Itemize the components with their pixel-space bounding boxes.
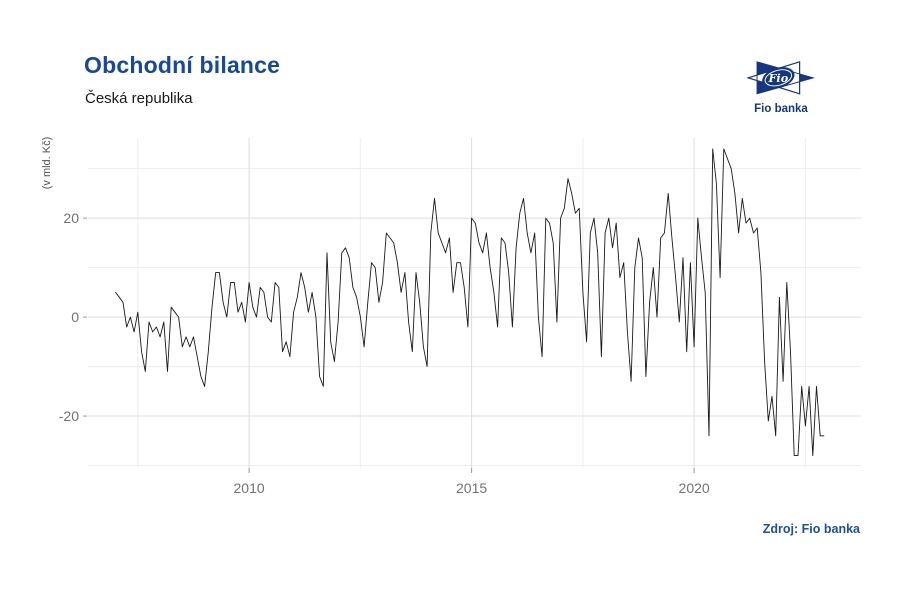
y-tick-label: 0 [71,309,79,325]
source-note: Zdroj: Fio banka [762,522,860,536]
y-tick-label: -20 [59,408,79,424]
fio-logo-icon: Fio [746,61,815,95]
page-title: Obchodní bilance [84,52,281,78]
fio-logo-caption: Fio banka [754,103,808,115]
y-axis-label: (v mld. Kč) [41,136,53,190]
fio-logo-text: Fio [767,71,788,85]
page-subtitle: Česká republika [85,90,193,107]
fio-logo: Fio [746,56,815,102]
x-tick-label: 2015 [456,480,487,496]
x-tick-label: 2010 [234,480,265,496]
x-tick-label: 2020 [679,480,710,496]
trade-balance-line [115,148,825,457]
y-tick-label: 20 [63,210,79,226]
